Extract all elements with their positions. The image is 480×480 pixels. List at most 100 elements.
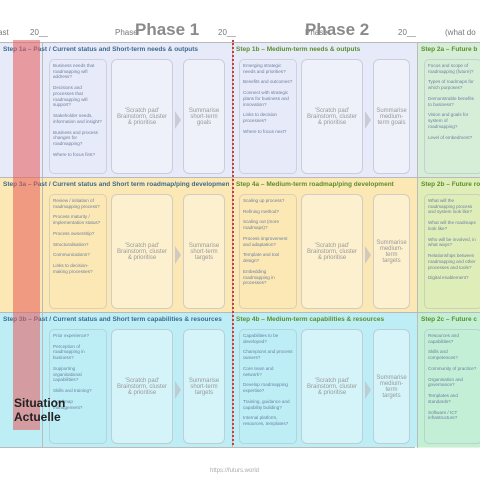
question: Perception of roadmapping in business?: [53, 343, 85, 361]
question: Links to decision processes?: [243, 112, 277, 124]
step-title: Step 4a – Medium-term roadmap/ping devel…: [236, 181, 394, 188]
question: Skills and competences?: [428, 349, 458, 361]
summary-box: Summarise medium-term targets: [373, 329, 410, 444]
arrow: [175, 110, 181, 129]
question-list: Resources and capabilities? Skills and co…: [424, 329, 480, 444]
now-line: [232, 40, 234, 445]
scratch-pad: 'Scratch pad' Brainstorm, cluster & prio…: [111, 59, 173, 174]
question: Software / ICT infrastructure?: [428, 409, 458, 421]
question: Training, guidance and capability buildi…: [243, 398, 290, 410]
question: Business and process changes for roadmap…: [53, 129, 98, 147]
question: Demonstrable benefits to business?: [428, 95, 474, 107]
scratch-pad: 'Scratch pad' Brainstorm, cluster & prio…: [301, 194, 363, 309]
question: Digital enablement?: [428, 275, 469, 281]
question: Organisation and governance?: [428, 376, 463, 388]
scratch-pad: 'Scratch pad' Brainstorm, cluster & prio…: [111, 329, 173, 444]
question-list: Focus and scope of roadmapping (future)?…: [424, 59, 480, 174]
arrow: [365, 245, 371, 264]
arrow: [365, 110, 371, 129]
question: Embedding roadmapping in processes?: [243, 268, 275, 286]
question: Level of embedment?: [428, 134, 473, 140]
question: Template and tool design?: [243, 252, 280, 264]
arrow: [175, 245, 181, 264]
step-title: Step 2b – Future ro: [421, 181, 480, 188]
summary-box: Summarise short-term goals: [183, 59, 225, 174]
row-band: Step 3b – Past / Current status and Shor…: [0, 312, 480, 448]
question: Where to focus next?: [243, 128, 287, 134]
question: Communications?: [53, 252, 90, 258]
question: Review / initiation of roadmapping proce…: [53, 198, 100, 209]
question-list: Capabilities to be developed? Champions a…: [239, 329, 297, 444]
question: Process improvement and adaptation?: [243, 235, 288, 247]
header-label: 20__: [30, 28, 48, 37]
phase-title: Phase 2: [305, 20, 370, 39]
step-title: Step 3b – Past / Current status and Shor…: [3, 316, 222, 323]
question: Supporting organisational capabilities?: [53, 365, 82, 383]
question: Refining method?: [243, 208, 280, 214]
question: What will the roadmapping process and sy…: [428, 198, 473, 215]
question-list: What will the roadmapping process and sy…: [424, 194, 480, 309]
step-panel: Step 4b – Medium-term capabilities & res…: [232, 313, 415, 448]
phase-title: Phase 1: [135, 20, 200, 39]
step-panel: Step 1a – Past / Current status and Shor…: [3, 43, 230, 178]
footer-url: https://futurs.world: [210, 468, 260, 474]
row-band: Step 3a – Past / Current status and Shor…: [0, 177, 480, 313]
question: Where to focus first?: [53, 151, 96, 157]
question-list: Emerging strategic needs and priorities?…: [239, 59, 297, 174]
question: Prior experience?: [53, 333, 90, 338]
question: Capabilities to be developed?: [243, 333, 279, 344]
question: Business needs that roadmapping will add…: [53, 63, 95, 80]
step-panel: Step 3a – Past / Current status and Shor…: [3, 178, 230, 313]
step-title: Step 1b – Medium-term needs & outputs: [236, 46, 361, 53]
question: Templates and standards?: [428, 393, 458, 404]
header-label: Phase: [305, 28, 328, 37]
question-list: Review / initiation of roadmapping proce…: [49, 194, 107, 309]
step-panel: Step 3b – Past / Current status and Shor…: [3, 313, 230, 448]
question-list: Prior experience? Perception of roadmappi…: [49, 329, 107, 444]
question: Roadmap management?: [53, 398, 83, 410]
question: Relationships between roadmapping and ot…: [428, 253, 476, 270]
scratch-pad: 'Scratch pad' Brainstorm, cluster & prio…: [301, 59, 363, 174]
summary-box: Summarise short-term targets: [183, 194, 225, 309]
question: Core team and network?: [243, 365, 274, 377]
question: Links to decision-making processes?: [53, 263, 93, 274]
header-label: ast: [0, 28, 9, 37]
question: Benefits and outcomes?: [243, 79, 293, 85]
step-title: Step 2a – Future b: [421, 46, 478, 53]
question: Focus and scope of roadmapping (future)?: [428, 63, 474, 74]
scratch-pad: 'Scratch pad' Brainstorm, cluster & prio…: [111, 194, 173, 309]
question: Who will be involved, in what ways?: [428, 236, 476, 248]
header-label: (what do: [445, 28, 476, 37]
question-list: Scaling up process? Refining method? Scali…: [239, 194, 297, 309]
arrow: [175, 380, 181, 399]
question-list: Business needs that roadmapping will add…: [49, 59, 107, 174]
question: Types of roadmaps for which purposes?: [428, 79, 474, 91]
question: Internal platform, resources, templates?: [243, 415, 289, 427]
question: Connect with strategic plans for busines…: [243, 90, 289, 107]
summary-box: Summarise medium-term targets: [373, 194, 410, 309]
step-panel: Step 2a – Future b Focus and scope of roa…: [417, 43, 480, 178]
question: Decisions and processes that roadmapping…: [53, 85, 88, 108]
step-title: Step 2c – Future c: [421, 316, 477, 323]
question: Community of practice?: [428, 365, 477, 371]
bottom-strip: [0, 447, 415, 448]
step-title: Step 3a – Past / Current status and Shor…: [3, 181, 229, 188]
question: Stakeholder needs, information and insig…: [53, 113, 102, 124]
step-panel: Step 4a – Medium-term roadmap/ping devel…: [232, 178, 415, 313]
question: Structuralisation?: [53, 241, 89, 247]
step-panel: Step 2c – Future c Resources and capabili…: [417, 313, 480, 448]
row-band: Step 1a – Past / Current status and Shor…: [0, 42, 480, 178]
question: Scaling out (more roadmaps)?: [243, 219, 280, 231]
step-panel: Step 1b – Medium-term needs & outputs Eme…: [232, 43, 415, 178]
summary-box: Summarise medium-term goals: [373, 59, 410, 174]
header-label: Phase: [115, 28, 138, 37]
question: Resources and capabilities?: [428, 333, 459, 344]
current-overlay: [13, 40, 40, 430]
step-title: Step 1a – Past / Current status and Shor…: [3, 46, 199, 53]
step-title: Step 4b – Medium-term capabilities & res…: [236, 316, 385, 323]
question: Process maturity / implementation status…: [53, 214, 101, 226]
question: What will the roadmaps look like?: [428, 220, 476, 231]
overlay-label: Situation Actuelle: [14, 396, 66, 425]
header-label: 20__: [398, 28, 416, 37]
